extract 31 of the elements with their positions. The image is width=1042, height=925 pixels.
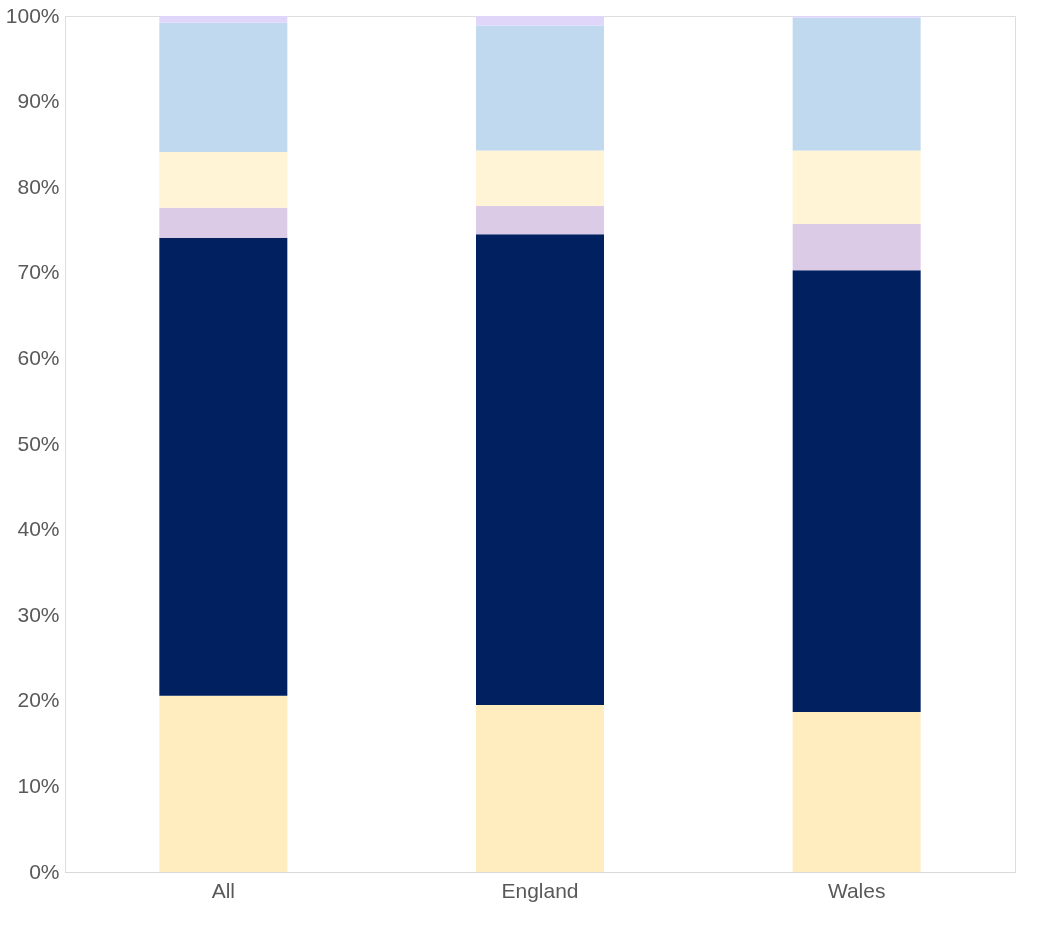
bar (159, 152, 288, 208)
x-tick-label: All (211, 878, 236, 902)
bar (476, 150, 604, 207)
y-tick-label: 30% (17, 602, 60, 626)
y-tick-label: 60% (17, 345, 60, 369)
y-tick-label: 90% (17, 89, 60, 113)
x-tick-label: England (501, 878, 579, 902)
bar (476, 16, 604, 26)
y-tick-label: 10% (17, 773, 60, 797)
x-tick-label: Wales (827, 878, 886, 902)
bar (792, 150, 921, 225)
bar (476, 705, 604, 872)
y-tick-label: 50% (17, 431, 60, 455)
bar (792, 224, 921, 271)
y-tick-label: 20% (17, 688, 60, 712)
bar (476, 206, 604, 235)
y-tick-label: 80% (17, 174, 60, 198)
bar (159, 16, 288, 23)
bar (159, 207, 288, 238)
bar (792, 711, 921, 872)
bar (792, 270, 921, 712)
bar (476, 234, 604, 706)
y-tick-label: 0% (29, 859, 60, 883)
bar (159, 237, 288, 696)
bar (476, 25, 604, 151)
bar (159, 695, 288, 872)
y-tick-label: 100% (5, 3, 60, 27)
y-tick-label: 70% (17, 260, 60, 284)
y-tick-label: 40% (17, 517, 60, 541)
bar (792, 17, 921, 151)
bar (159, 22, 288, 153)
